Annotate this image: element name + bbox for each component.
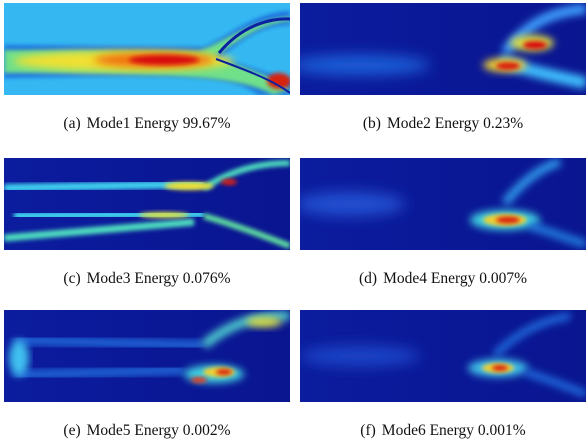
caption-text: Mode1 Energy 99.67% bbox=[87, 115, 231, 132]
subfigure: (a) Mode1 Energy 99.67% bbox=[4, 3, 290, 133]
heatmap bbox=[300, 310, 586, 402]
heatmap bbox=[4, 310, 290, 402]
caption-label: (d) bbox=[359, 270, 377, 287]
caption-text: Mode3 Energy 0.076% bbox=[87, 270, 231, 287]
caption-label: (f) bbox=[360, 422, 376, 439]
caption-text: Mode5 Energy 0.002% bbox=[87, 422, 231, 439]
caption: (a) Mode1 Energy 99.67% bbox=[4, 115, 290, 133]
caption-label: (e) bbox=[63, 422, 80, 439]
caption: (e) Mode5 Energy 0.002% bbox=[4, 422, 290, 440]
caption: (f) Mode6 Energy 0.001% bbox=[300, 422, 586, 440]
caption-label: (a) bbox=[63, 115, 80, 132]
subfigure: (f) Mode6 Energy 0.001% bbox=[300, 310, 586, 440]
caption-label: (c) bbox=[63, 270, 80, 287]
heatmap bbox=[300, 3, 586, 95]
subfigure: (e) Mode5 Energy 0.002% bbox=[4, 310, 290, 440]
subfigure: (c) Mode3 Energy 0.076% bbox=[4, 158, 290, 288]
subfigure: (d) Mode4 Energy 0.007% bbox=[300, 158, 586, 288]
caption: (c) Mode3 Energy 0.076% bbox=[4, 270, 290, 288]
caption-text: Mode4 Energy 0.007% bbox=[383, 270, 527, 287]
caption-text: Mode6 Energy 0.001% bbox=[382, 422, 526, 439]
caption: (b) Mode2 Energy 0.23% bbox=[300, 115, 586, 133]
caption-text: Mode2 Energy 0.23% bbox=[387, 115, 523, 132]
caption-label: (b) bbox=[363, 115, 381, 132]
heatmap bbox=[4, 3, 290, 95]
caption: (d) Mode4 Energy 0.007% bbox=[300, 270, 586, 288]
subfigure: (b) Mode2 Energy 0.23% bbox=[300, 3, 586, 133]
heatmap bbox=[4, 158, 290, 250]
heatmap bbox=[300, 158, 586, 250]
figure: {"panels": [ {"label": "(a)", "caption":… bbox=[0, 0, 588, 441]
